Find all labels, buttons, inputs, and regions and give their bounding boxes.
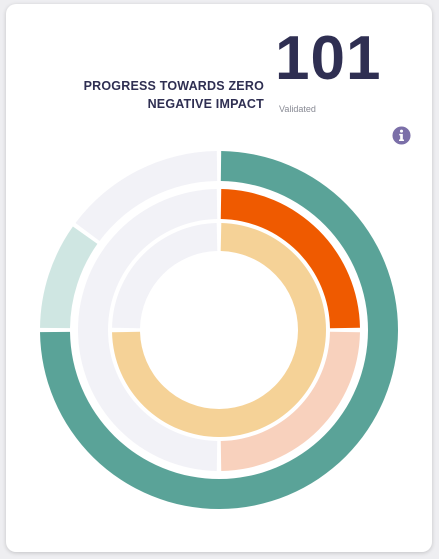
validated-label: Validated — [279, 104, 316, 114]
card-title: PROGRESS TOWARDS ZERO NEGATIVE IMPACT — [44, 77, 264, 113]
info-icon[interactable] — [392, 126, 411, 145]
validated-count: 101 — [275, 24, 382, 93]
card-title-line2: NEGATIVE IMPACT — [147, 97, 264, 111]
card-title-line1: PROGRESS TOWARDS ZERO — [83, 79, 264, 93]
